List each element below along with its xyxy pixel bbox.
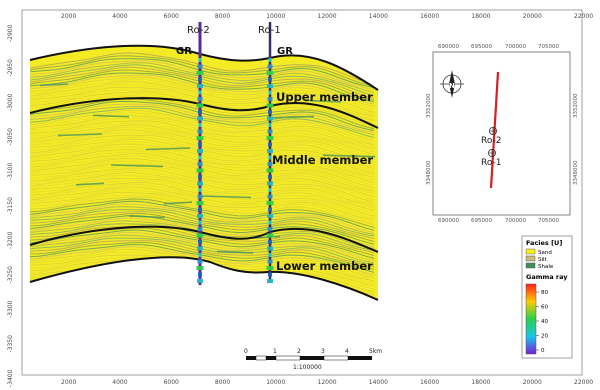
x-tick-label: 12000: [318, 13, 337, 20]
y-tick-label: -3200: [7, 231, 14, 249]
well-ro-2[interactable]: Ro-2 GR: [176, 22, 210, 285]
upper-member-label: Upper member: [276, 90, 373, 104]
gr-log-ro-1: [266, 58, 274, 283]
gamma-tick-label: 20: [541, 334, 548, 340]
y-tick-label: -3050: [7, 128, 14, 146]
facies-swatch: [525, 255, 536, 262]
well-name-ro-1: Ro-1: [258, 25, 281, 36]
map-x-tick-top: 695000: [471, 44, 492, 50]
map-y-tick-left: 3352000: [426, 93, 432, 118]
map-x-tick-bottom: 700000: [505, 218, 526, 224]
middle-lower-horizon: [29, 225, 379, 253]
map-well-ro-2-label: Ro-2: [481, 136, 502, 146]
x-tick-label: 6000: [164, 379, 179, 386]
seismic-model: [29, 44, 379, 301]
y-tick-label: -2900: [7, 24, 14, 42]
scale-tick: 2: [297, 348, 301, 355]
x-tick-label: 18000: [471, 13, 490, 20]
x-tick-label: 10000: [266, 13, 285, 20]
x-tick-label: 4000: [112, 379, 127, 386]
x-tick-label: 10000: [266, 379, 285, 386]
section-line: [489, 71, 500, 189]
gamma-tick-label: 60: [541, 305, 548, 311]
facies-swatch: [525, 262, 536, 269]
well-name-ro-2: Ro-2: [187, 25, 210, 36]
x-tick-label: 22000: [574, 13, 593, 20]
x-tick-label: 2000: [61, 13, 76, 20]
x-tick-label: 20000: [523, 379, 542, 386]
gamma-tick-label: 80: [541, 290, 548, 296]
map-well-ro-1[interactable]: Ro-1: [481, 148, 502, 168]
map-x-tick-bottom: 695000: [471, 218, 492, 224]
x-tick-label: 8000: [215, 379, 230, 386]
map-y-tick-right: 3352000: [573, 93, 579, 118]
scale-bar: 0 1 2 3 4 5km 1:100000: [244, 348, 382, 371]
map-frame: [432, 51, 571, 216]
x-tick-label: 2000: [61, 379, 76, 386]
y-tick-label: -3100: [7, 162, 14, 180]
facies-legend-title: Facies [U]: [526, 239, 562, 247]
map-well-ro-1-label: Ro-1: [481, 158, 502, 168]
y-tick-label: -3350: [7, 335, 14, 353]
scale-tick: 5km: [369, 348, 382, 355]
map-x-tick-bottom: 690000: [438, 218, 459, 224]
x-tick-label: 14000: [369, 13, 388, 20]
upper-middle-horizon: [29, 97, 379, 129]
well-ro-1[interactable]: Ro-1 GR: [258, 22, 293, 283]
scale-ratio: 1:100000: [293, 364, 322, 371]
y-tick-label: -2950: [7, 59, 14, 77]
gamma-tick-label: 40: [541, 319, 548, 325]
scale-tick: 1: [273, 348, 277, 355]
gr-label-ro-1: GR: [277, 46, 293, 57]
map-x-tick-top: 700000: [505, 44, 526, 50]
gamma-legend-ticks: 80 60 40 20 0: [536, 290, 548, 354]
x-tick-label: 8000: [215, 13, 230, 20]
y-axis: -2900 -2950 -3000 -3050 -3100 -3150 -3200 -3250…: [7, 24, 14, 387]
location-map: 690000 695000 700000 705000 690000 69500…: [426, 44, 579, 224]
x-tick-label: 14000: [369, 379, 388, 386]
y-tick-label: -3400: [7, 369, 14, 387]
facies-item-label: Silt: [538, 257, 548, 263]
north-arrow-icon: N: [440, 70, 464, 98]
map-x-tick-bottom: 705000: [538, 218, 559, 224]
map-y-tick-left: 3348000: [426, 160, 432, 185]
gr-label-ro-2: GR: [176, 46, 192, 57]
x-axis-bottom: 2000 4000 6000 8000 10000 12000 14000 16000 1800…: [61, 379, 593, 386]
x-tick-label: 16000: [420, 379, 439, 386]
x-tick-label: 20000: [523, 13, 542, 20]
facies-item-label: Sand: [538, 250, 552, 256]
x-tick-label: 18000: [471, 379, 490, 386]
gamma-legend-title: Gamma ray: [526, 273, 568, 281]
top-horizon: [29, 44, 379, 91]
north-label: N: [449, 82, 455, 90]
y-tick-label: -3000: [7, 93, 14, 111]
x-axis-top: 2000 4000 6000 8000 10000 12000 14000 16000 1800…: [61, 13, 593, 20]
facies-swatch: [525, 248, 536, 255]
map-x-tick-top: 690000: [438, 44, 459, 50]
gr-log-ro-2: [196, 58, 204, 283]
base-horizon: [29, 256, 379, 301]
x-tick-label: 12000: [318, 379, 337, 386]
scale-tick: 0: [244, 348, 248, 355]
middle-member-label: Middle member: [272, 153, 373, 167]
lower-member-label: Lower member: [276, 259, 373, 273]
x-tick-label: 6000: [164, 13, 179, 20]
y-tick-label: -3300: [7, 300, 14, 318]
gamma-tick-label: 0: [541, 348, 545, 354]
x-tick-label: 16000: [420, 13, 439, 20]
scale-tick: 4: [345, 348, 349, 355]
facies-item-label: Shale: [538, 264, 554, 270]
x-tick-label: 4000: [112, 13, 127, 20]
y-tick-label: -3150: [7, 197, 14, 215]
x-tick-label: 22000: [574, 379, 593, 386]
scale-tick: 3: [321, 348, 325, 355]
map-well-ro-2[interactable]: Ro-2: [481, 127, 502, 146]
map-y-tick-right: 3348000: [573, 160, 579, 185]
y-tick-label: -3250: [7, 266, 14, 284]
gamma-color-bar: [525, 283, 537, 355]
map-x-tick-top: 705000: [538, 44, 559, 50]
